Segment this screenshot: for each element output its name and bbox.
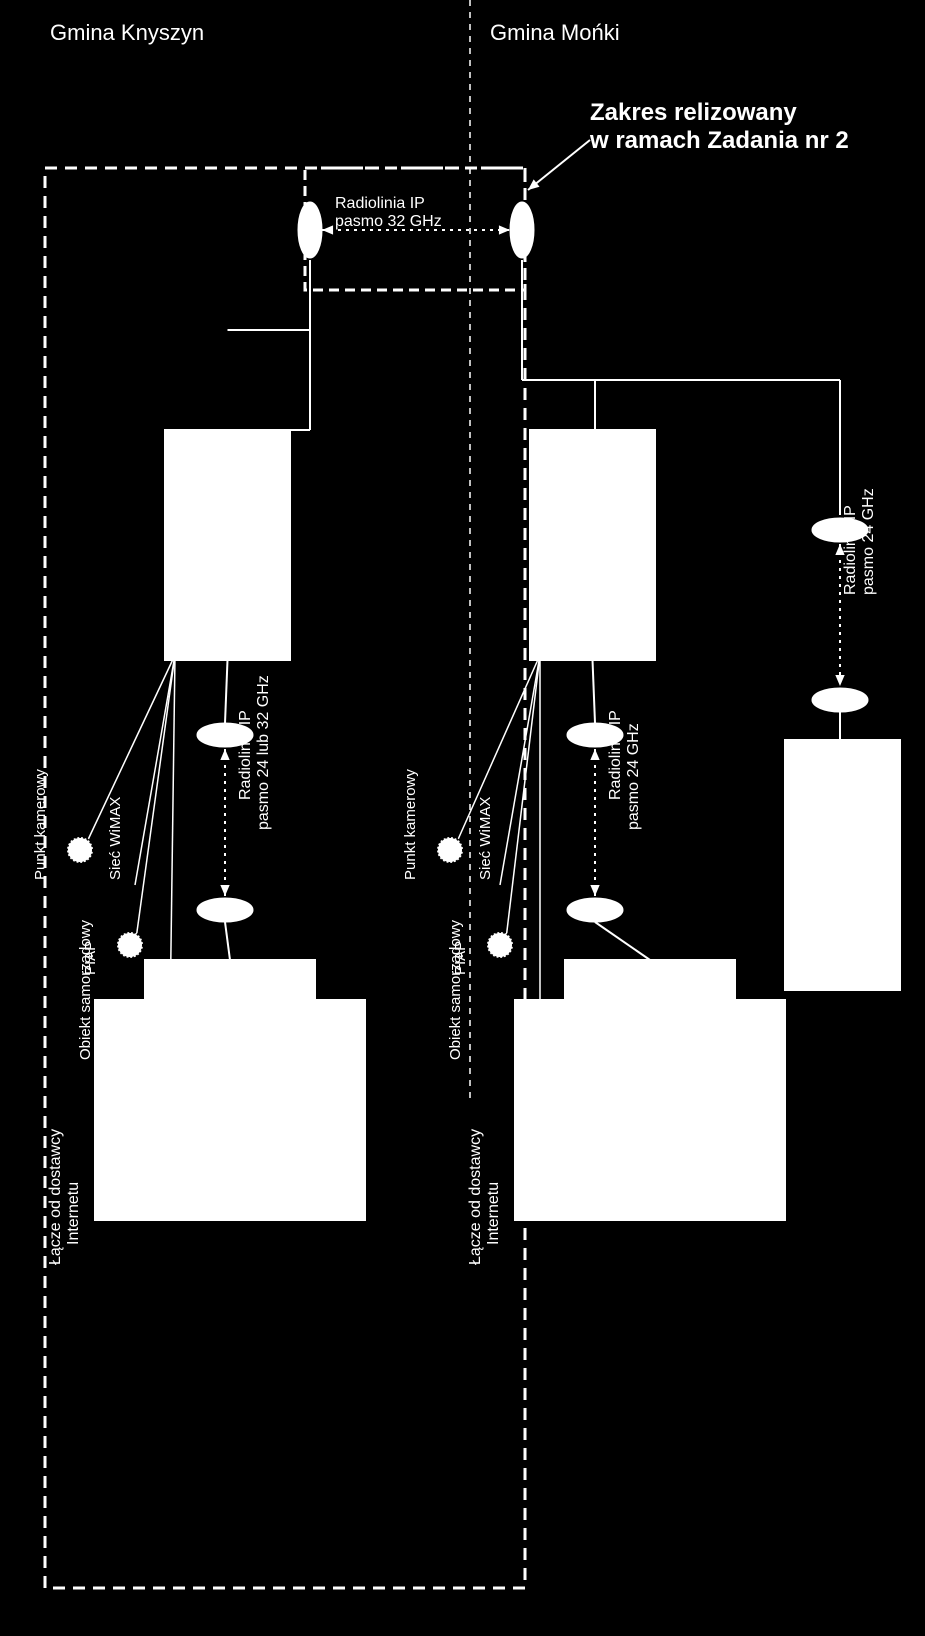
monki-base-station — [530, 430, 655, 660]
knyszyn-punkt-label: Punkt kamerowy — [32, 769, 49, 880]
knyszyn-wimax-label: Sieć WiMAX — [107, 797, 124, 880]
monki-center-base — [515, 1000, 785, 1220]
knyszyn-isp-label-2: Internetu — [65, 1182, 82, 1245]
monki-right-label-2: pasmo 24 GHz — [860, 488, 877, 595]
knyszyn-down-ant-bot — [197, 898, 253, 922]
task2-label-2: w ramach Zadania nr 2 — [589, 127, 849, 154]
task2-label-1: Zakres relizowany — [590, 99, 797, 126]
monki-wimax-label: Sieć WiMAX — [477, 797, 494, 880]
monki-right-ant-bot — [812, 688, 868, 712]
knyszyn-center-top — [145, 960, 315, 1005]
knyszyn-isp-label-1: Łącze od dostawcy — [47, 1129, 64, 1265]
monki-down-label-2: pasmo 24 GHz — [625, 723, 642, 830]
knyszyn-base-station — [165, 430, 290, 660]
region-monki-label: Gmina Mońki — [490, 20, 620, 45]
monki-isp-label-1: Łącze od dostawcy — [467, 1129, 484, 1265]
monki-punkt-label: Punkt kamerowy — [402, 769, 419, 880]
knyszyn-center-base — [95, 1000, 365, 1220]
monki-isp-label-2: Internetu — [485, 1182, 502, 1245]
backbone-label-2: pasmo 32 GHz — [335, 213, 442, 230]
backbone-antenna-right — [510, 202, 534, 258]
knyszyn-obiekt-label: Obiekt samorządowy — [77, 919, 94, 1060]
monki-down-ant-bot — [567, 898, 623, 922]
backbone-antenna-left — [298, 202, 322, 258]
monki-obiekt-label: Obiekt samorządowy — [447, 919, 464, 1060]
knyszyn-down-label-2: pasmo 24 lub 32 GHz — [255, 675, 272, 830]
monki-down-label-1: Radiolinia IP — [607, 710, 624, 800]
monki-center-top — [565, 960, 735, 1005]
knyszyn-down-label-1: Radiolinia IP — [237, 710, 254, 800]
monki-right-label-1: Radiolinia IP — [842, 505, 859, 595]
backbone-label-1: Radiolinia IP — [335, 195, 425, 212]
region-knyszyn-label: Gmina Knyszyn — [50, 20, 204, 45]
monki-right-building — [785, 740, 900, 990]
